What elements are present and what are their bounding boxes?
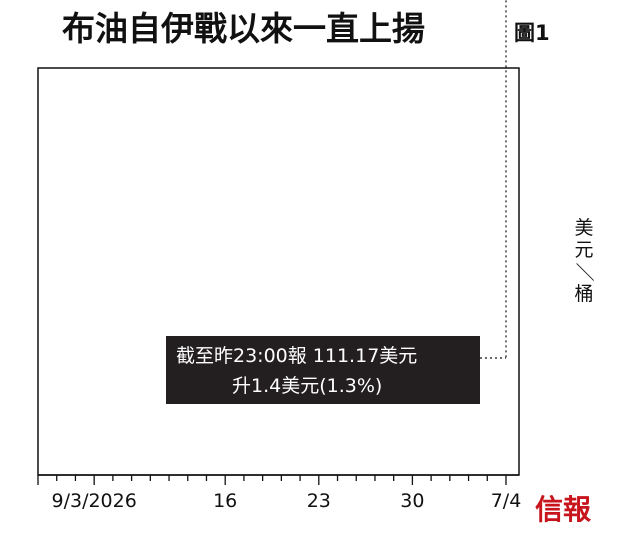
plot-frame bbox=[37, 67, 520, 476]
chart-title: 布油自伊戰以來一直上揚 bbox=[62, 9, 425, 48]
unit-label-char: ／ bbox=[573, 262, 595, 281]
y-axis-unit-label: 美元／ 桶 bbox=[573, 217, 595, 305]
x-tick-label: 16 bbox=[213, 490, 237, 512]
unit-label-char: 桶 bbox=[574, 283, 593, 305]
publisher-logo: 信報 bbox=[535, 493, 592, 526]
annotation-line1: 截至昨23:00報 111.17美元 bbox=[176, 345, 417, 367]
x-tick-label: 30 bbox=[400, 490, 424, 512]
annotation-box bbox=[166, 336, 480, 404]
figure-label: 圖1 bbox=[514, 21, 550, 45]
x-tick-label: 9/3/2026 bbox=[51, 490, 136, 512]
x-axis-ticks: 9/3/2026 16 23 30 7/4 bbox=[37, 475, 522, 512]
unit-label-char: 美 bbox=[574, 217, 593, 239]
x-tick-label: 7/4 bbox=[491, 490, 522, 512]
x-tick-label: 23 bbox=[307, 490, 331, 512]
unit-label-char: 元 bbox=[574, 239, 593, 261]
annotation-line2: 升1.4美元(1.3%) bbox=[232, 375, 382, 397]
